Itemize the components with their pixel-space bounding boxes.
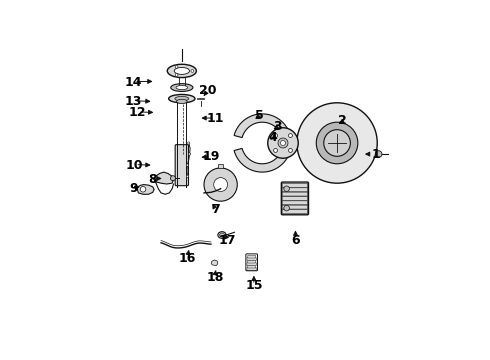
FancyBboxPatch shape — [282, 192, 308, 196]
FancyBboxPatch shape — [282, 210, 308, 213]
Circle shape — [175, 66, 178, 68]
Circle shape — [186, 164, 189, 166]
Text: 8: 8 — [148, 172, 157, 185]
Polygon shape — [234, 148, 289, 172]
Text: 11: 11 — [206, 112, 224, 125]
Circle shape — [268, 128, 298, 158]
Text: 12: 12 — [129, 106, 146, 119]
Polygon shape — [197, 98, 204, 99]
Circle shape — [214, 177, 227, 192]
Ellipse shape — [171, 84, 193, 91]
Circle shape — [191, 69, 194, 72]
Polygon shape — [218, 164, 223, 168]
Circle shape — [204, 168, 237, 201]
Circle shape — [280, 140, 286, 145]
Text: 16: 16 — [179, 252, 196, 265]
Circle shape — [171, 176, 175, 181]
Circle shape — [175, 73, 178, 76]
Circle shape — [278, 138, 288, 148]
Circle shape — [375, 151, 382, 157]
Circle shape — [273, 134, 277, 138]
FancyBboxPatch shape — [248, 265, 256, 268]
Circle shape — [188, 142, 190, 144]
Text: 10: 10 — [126, 159, 144, 172]
FancyBboxPatch shape — [282, 201, 308, 205]
Ellipse shape — [167, 64, 196, 77]
Ellipse shape — [169, 94, 195, 103]
Text: 7: 7 — [211, 203, 220, 216]
Text: 5: 5 — [255, 109, 264, 122]
FancyBboxPatch shape — [282, 205, 308, 209]
Text: 3: 3 — [273, 120, 282, 133]
Circle shape — [140, 186, 146, 192]
Text: 14: 14 — [124, 76, 142, 89]
Text: 13: 13 — [124, 95, 142, 108]
Text: 17: 17 — [219, 234, 236, 247]
Ellipse shape — [174, 67, 190, 75]
Ellipse shape — [176, 85, 188, 90]
Circle shape — [284, 205, 290, 211]
FancyBboxPatch shape — [248, 255, 256, 258]
Polygon shape — [153, 172, 173, 184]
Circle shape — [186, 175, 189, 177]
Text: 2: 2 — [338, 114, 347, 127]
Circle shape — [297, 103, 377, 183]
Circle shape — [316, 122, 358, 164]
Polygon shape — [234, 114, 289, 138]
FancyBboxPatch shape — [282, 188, 308, 192]
Text: 19: 19 — [202, 150, 220, 163]
Circle shape — [284, 186, 290, 192]
FancyBboxPatch shape — [247, 258, 256, 261]
FancyBboxPatch shape — [282, 184, 308, 187]
Text: 20: 20 — [199, 84, 217, 97]
Circle shape — [273, 148, 277, 152]
Text: 4: 4 — [269, 131, 278, 144]
Text: 1: 1 — [371, 148, 380, 161]
Polygon shape — [211, 260, 218, 266]
FancyBboxPatch shape — [175, 145, 189, 186]
Polygon shape — [138, 185, 154, 194]
Text: 9: 9 — [129, 182, 138, 195]
FancyBboxPatch shape — [247, 268, 256, 270]
FancyBboxPatch shape — [248, 260, 256, 263]
Ellipse shape — [218, 232, 226, 238]
FancyBboxPatch shape — [282, 197, 308, 201]
Text: 15: 15 — [245, 279, 263, 292]
Ellipse shape — [220, 233, 224, 237]
Circle shape — [289, 134, 293, 138]
FancyBboxPatch shape — [247, 263, 256, 266]
Ellipse shape — [176, 99, 187, 103]
Ellipse shape — [175, 96, 189, 101]
Circle shape — [189, 153, 191, 155]
Text: 18: 18 — [206, 271, 224, 284]
Circle shape — [289, 148, 293, 152]
Circle shape — [324, 130, 350, 156]
Text: 6: 6 — [291, 234, 300, 247]
